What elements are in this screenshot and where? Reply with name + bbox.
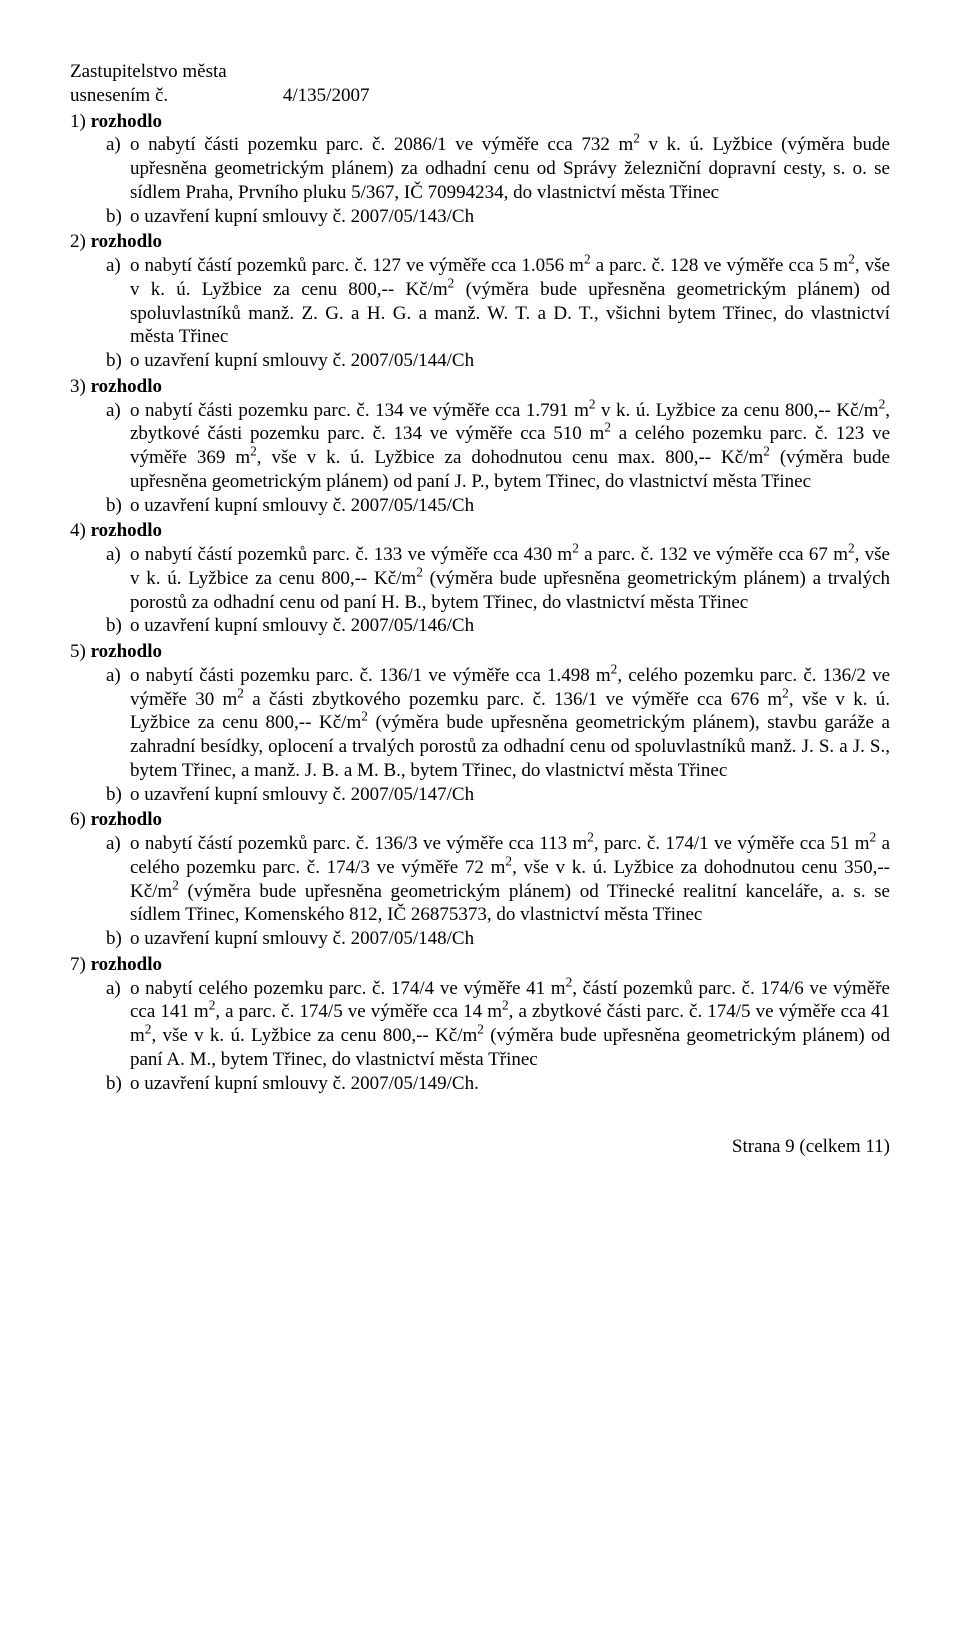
section: 3) rozhodloa)o nabytí části pozemku parc… [70,375,890,518]
section: 7) rozhodloa)o nabytí celého pozemku par… [70,953,890,1096]
section: 1) rozhodloa)o nabytí části pozemku parc… [70,110,890,229]
list-text: o uzavření kupní smlouvy č. 2007/05/148/… [130,928,474,949]
list-item: a)o nabytí částí pozemků parc. č. 127 ve… [106,254,890,349]
list-item: b)o uzavření kupní smlouvy č. 2007/05/14… [106,349,890,373]
list-text: o nabytí částí pozemků parc. č. 136/3 ve… [130,833,890,925]
list-marker: a) [106,254,130,278]
list-marker: b) [106,494,130,518]
resolution-number: 4/135/2007 [283,84,370,108]
header-resolution: usnesením č. 4/135/2007 [70,84,890,108]
list-item: a)o nabytí části pozemku parc. č. 134 ve… [106,399,890,494]
list-marker: a) [106,664,130,688]
list-item: a)o nabytí části pozemku parc. č. 2086/1… [106,133,890,204]
list-text: o nabytí části pozemku parc. č. 134 ve v… [130,400,890,492]
list-text: o nabytí části pozemku parc. č. 136/1 ve… [130,665,890,781]
list-item: a)o nabytí celého pozemku parc. č. 174/4… [106,977,890,1072]
list-marker: a) [106,543,130,567]
list-item: a)o nabytí části pozemku parc. č. 136/1 … [106,664,890,783]
section-heading: 5) rozhodlo [70,640,890,664]
list-marker: b) [106,783,130,807]
list-text: o uzavření kupní smlouvy č. 2007/05/144/… [130,350,474,371]
page-footer: Strana 9 (celkem 11) [70,1135,890,1159]
list-item: b)o uzavření kupní smlouvy č. 2007/05/14… [106,494,890,518]
list-marker: b) [106,205,130,229]
list-item: b)o uzavření kupní smlouvy č. 2007/05/14… [106,1072,890,1096]
section: 4) rozhodloa)o nabytí částí pozemků parc… [70,519,890,638]
document-body: 1) rozhodloa)o nabytí části pozemku parc… [70,110,890,1096]
list-text: o uzavření kupní smlouvy č. 2007/05/146/… [130,615,474,636]
list-marker: b) [106,349,130,373]
header-title: Zastupitelstvo města [70,60,890,84]
list-item: a)o nabytí částí pozemků parc. č. 133 ve… [106,543,890,614]
section-heading: 2) rozhodlo [70,230,890,254]
list-marker: a) [106,399,130,423]
section: 2) rozhodloa)o nabytí částí pozemků parc… [70,230,890,373]
list-text: o nabytí celého pozemku parc. č. 174/4 v… [130,978,890,1070]
list-item: a)o nabytí částí pozemků parc. č. 136/3 … [106,832,890,927]
list-marker: a) [106,133,130,157]
list-marker: a) [106,832,130,856]
list-text: o nabytí částí pozemků parc. č. 133 ve v… [130,544,890,613]
section: 5) rozhodloa)o nabytí části pozemku parc… [70,640,890,806]
list-item: b)o uzavření kupní smlouvy č. 2007/05/14… [106,927,890,951]
list-text: o uzavření kupní smlouvy č. 2007/05/149/… [130,1073,479,1094]
list-item: b)o uzavření kupní smlouvy č. 2007/05/14… [106,614,890,638]
list-text: o nabytí části pozemku parc. č. 2086/1 v… [130,134,890,203]
list-item: b)o uzavření kupní smlouvy č. 2007/05/14… [106,205,890,229]
section-heading: 6) rozhodlo [70,808,890,832]
section-heading: 1) rozhodlo [70,110,890,134]
list-text: o uzavření kupní smlouvy č. 2007/05/145/… [130,495,474,516]
section: 6) rozhodloa)o nabytí částí pozemků parc… [70,808,890,951]
section-heading: 3) rozhodlo [70,375,890,399]
section-heading: 4) rozhodlo [70,519,890,543]
list-text: o nabytí částí pozemků parc. č. 127 ve v… [130,255,890,347]
list-marker: b) [106,1072,130,1096]
list-item: b)o uzavření kupní smlouvy č. 2007/05/14… [106,783,890,807]
section-heading: 7) rozhodlo [70,953,890,977]
list-marker: b) [106,614,130,638]
list-text: o uzavření kupní smlouvy č. 2007/05/147/… [130,784,474,805]
list-marker: b) [106,927,130,951]
list-marker: a) [106,977,130,1001]
resolution-label: usnesením č. [70,85,168,106]
list-text: o uzavření kupní smlouvy č. 2007/05/143/… [130,206,474,227]
